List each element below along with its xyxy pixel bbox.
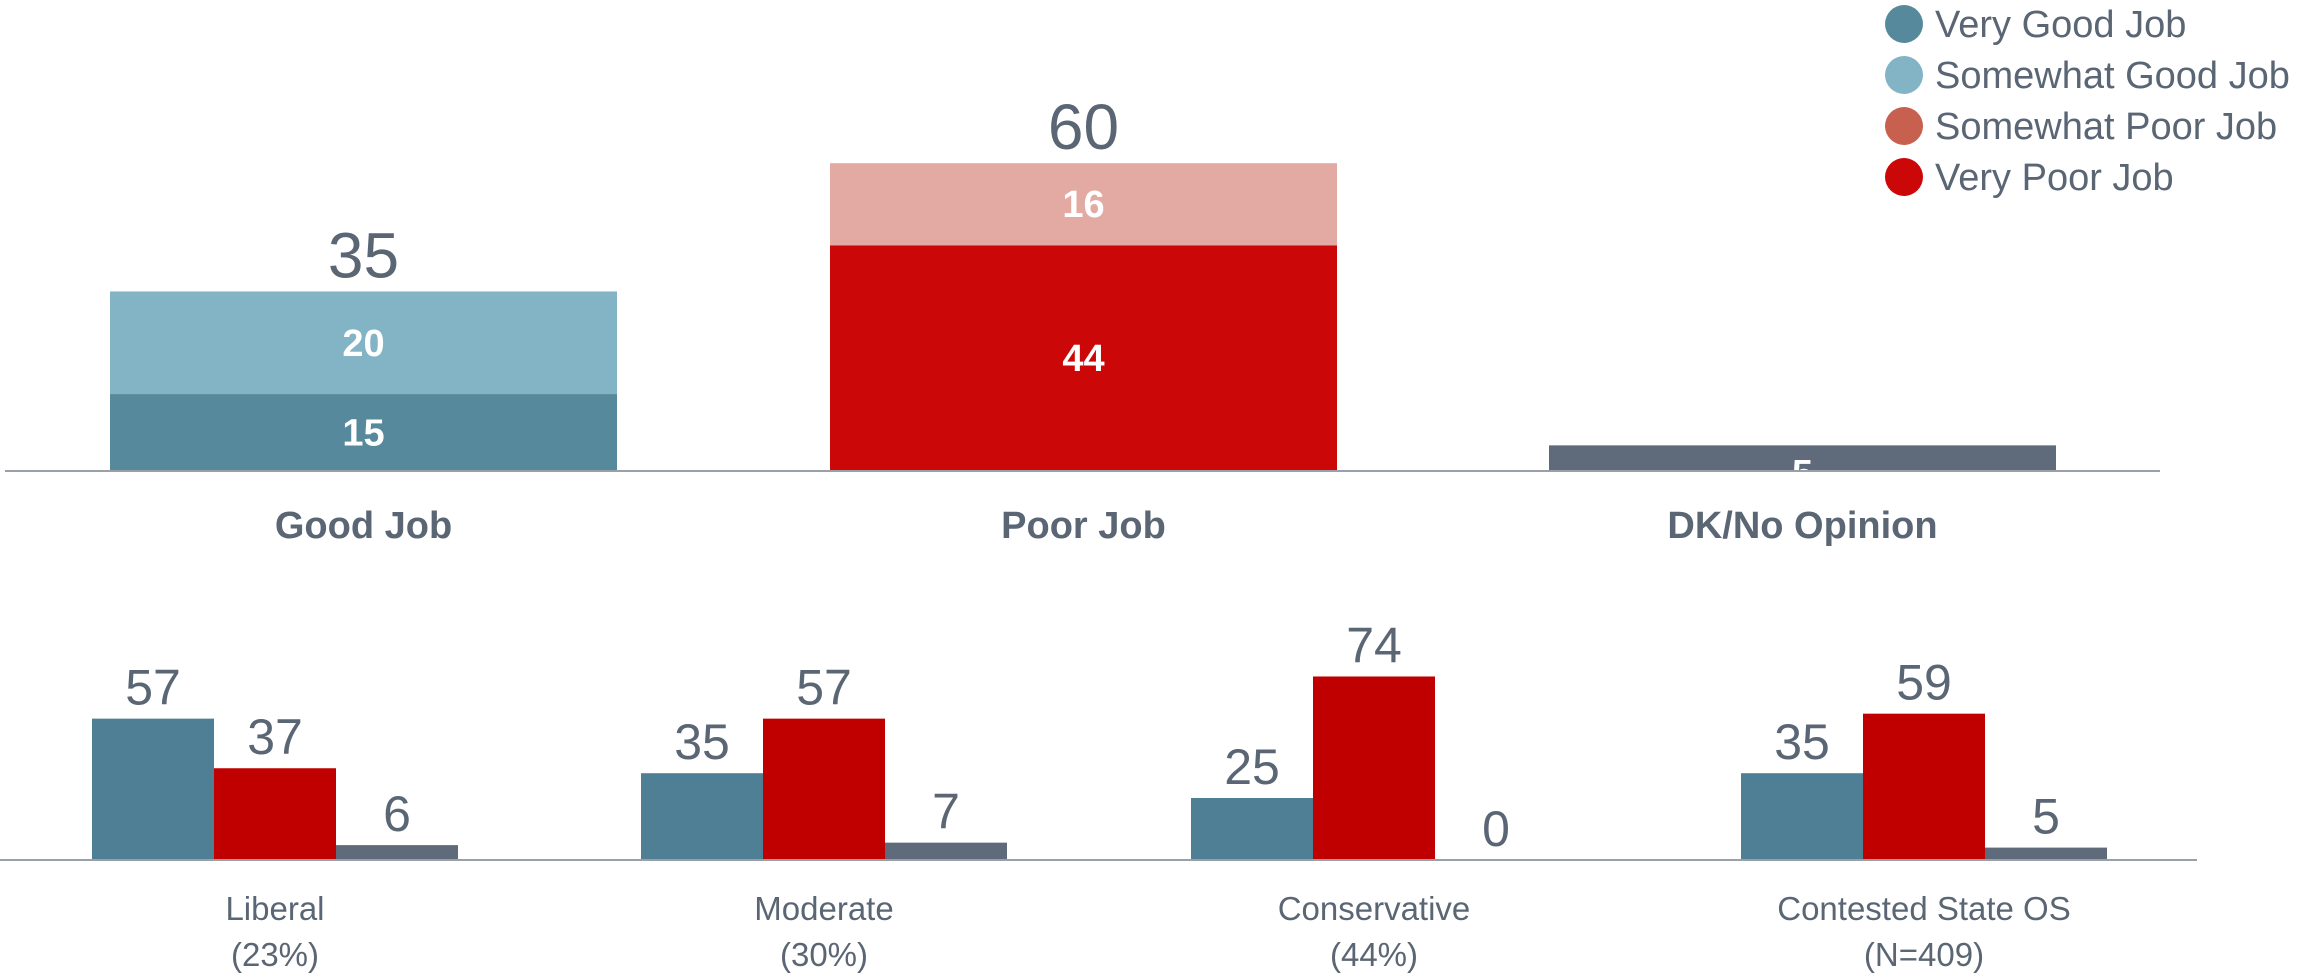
top-category-label-0: Good Job xyxy=(275,505,452,547)
top-bar-seg-2-0 xyxy=(1549,445,2056,471)
top-bar-seg-0-0 xyxy=(110,394,617,471)
group-value-label-2-1: 74 xyxy=(1346,617,1402,673)
group-bar-3-0 xyxy=(1741,773,1863,860)
group-category-label-0: Liberal xyxy=(225,890,324,927)
group-bar-1-2 xyxy=(885,842,1007,860)
legend-marker-0 xyxy=(1885,5,1923,43)
group-category-sublabel-1: (30%) xyxy=(780,936,868,973)
group-value-label-0-0: 57 xyxy=(125,660,181,716)
top-seg-label-2-0: 5 xyxy=(1792,453,1813,495)
group-bar-0-1 xyxy=(214,768,336,860)
top-category-label-2: DK/No Opinion xyxy=(1667,505,1937,547)
group-category-label-1: Moderate xyxy=(754,890,893,927)
group-category-label-3: Contested State OS xyxy=(1777,890,2071,927)
group-bar-2-0 xyxy=(1191,798,1313,860)
top-seg-label-0-1: 20 xyxy=(342,323,384,365)
group-value-label-0-2: 6 xyxy=(383,786,411,842)
group-value-label-2-2: 0 xyxy=(1482,801,1510,857)
top-total-label-1: 60 xyxy=(1048,91,1119,163)
legend-marker-2 xyxy=(1885,107,1923,145)
group-bar-2-1 xyxy=(1313,676,1435,860)
legend-marker-1 xyxy=(1885,56,1923,94)
top-seg-label-0-0: 15 xyxy=(342,413,384,455)
group-value-label-0-1: 37 xyxy=(247,709,303,765)
legend-marker-3 xyxy=(1885,158,1923,196)
legend-label-3: Very Poor Job xyxy=(1935,157,2174,199)
legend: Very Good Job Somewhat Good Job Somewhat P… xyxy=(1885,4,2290,199)
group-value-label-2-0: 25 xyxy=(1224,739,1280,795)
top-category-label-1: Poor Job xyxy=(1001,505,1166,547)
group-value-label-3-2: 5 xyxy=(2032,789,2060,845)
group-category-sublabel-3: (N=409) xyxy=(1864,936,1984,973)
group-bar-0-2 xyxy=(336,845,458,860)
group-category-sublabel-0: (23%) xyxy=(231,936,319,973)
group-bar-1-0 xyxy=(641,773,763,860)
group-value-label-3-0: 35 xyxy=(1774,714,1830,770)
top-chart: 15 20 35 Good Job 44 16 60 Poor Job 5 DK/No Opini… xyxy=(5,91,2160,547)
top-bar-seg-0-1 xyxy=(110,291,617,395)
top-total-label-0: 35 xyxy=(328,219,399,291)
top-bar-seg-1-0 xyxy=(830,245,1337,471)
group-bar-3-2 xyxy=(1985,847,2107,860)
group-value-label-3-1: 59 xyxy=(1896,655,1952,711)
group-value-label-1-0: 35 xyxy=(674,714,730,770)
legend-label-2: Somewhat Poor Job xyxy=(1935,106,2277,148)
top-seg-label-1-1: 16 xyxy=(1062,184,1104,226)
group-bar-1-1 xyxy=(763,718,885,860)
top-bar-seg-1-1 xyxy=(830,163,1337,246)
group-bar-0-0 xyxy=(92,718,214,860)
top-seg-label-1-0: 44 xyxy=(1062,338,1104,380)
group-category-label-2: Conservative xyxy=(1278,890,1471,927)
legend-label-1: Somewhat Good Job xyxy=(1935,55,2290,97)
group-value-label-1-1: 57 xyxy=(796,660,852,716)
group-bar-3-1 xyxy=(1863,713,1985,860)
legend-label-0: Very Good Job xyxy=(1935,4,2186,46)
group-category-sublabel-2: (44%) xyxy=(1330,936,1418,973)
bottom-chart: 57 37 6 Liberal (23%) 35 57 7 Moderate (30%) 25 74 0… xyxy=(0,617,2197,973)
group-value-label-1-2: 7 xyxy=(932,784,960,840)
